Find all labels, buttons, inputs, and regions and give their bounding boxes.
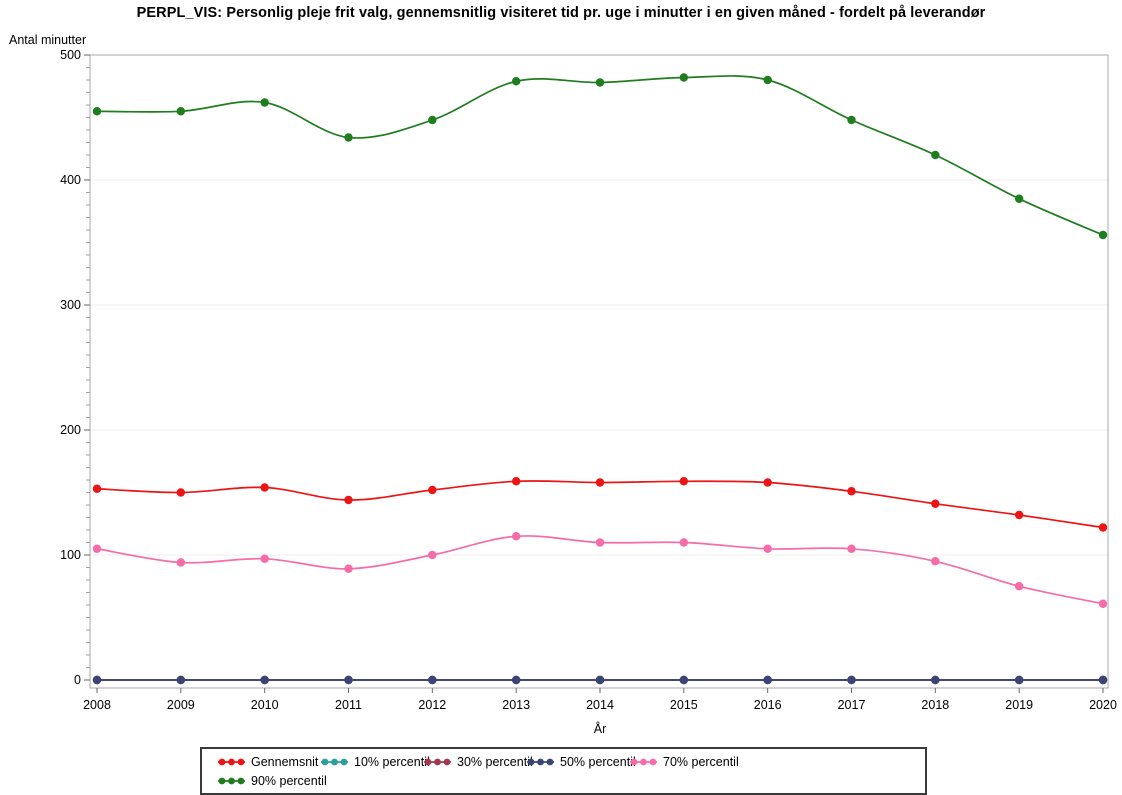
x-tick-label: 2008 xyxy=(83,698,111,712)
legend-label: 30% percentil xyxy=(457,754,533,769)
x-tick-label: 2009 xyxy=(167,698,195,712)
legend-line-marker-icon xyxy=(527,758,554,765)
data-point xyxy=(595,538,605,547)
legend-line-marker-icon xyxy=(321,758,348,765)
data-point xyxy=(679,73,689,82)
data-point xyxy=(847,544,856,553)
data-point xyxy=(511,532,521,541)
data-point xyxy=(931,150,940,160)
x-tick-label: 2016 xyxy=(754,698,782,712)
data-point xyxy=(1098,230,1108,240)
legend-item: 50% percentil xyxy=(527,755,636,769)
data-point xyxy=(763,675,772,685)
legend-label: 90% percentil xyxy=(251,773,327,788)
data-point xyxy=(176,558,186,567)
data-point xyxy=(847,115,856,125)
y-tick-label: 500 xyxy=(60,48,81,62)
x-tick-label: 2012 xyxy=(418,698,446,712)
x-tick-label: 2017 xyxy=(838,698,866,712)
data-point xyxy=(679,477,689,486)
data-point xyxy=(763,75,772,85)
data-point xyxy=(511,675,521,685)
data-point xyxy=(1014,675,1024,685)
data-point xyxy=(428,485,437,495)
data-point xyxy=(92,544,102,553)
y-tick-label: 200 xyxy=(60,423,81,437)
data-point xyxy=(344,495,353,505)
legend-item: 30% percentil xyxy=(424,755,533,769)
data-point xyxy=(176,488,186,497)
data-point xyxy=(595,675,605,685)
data-point xyxy=(260,98,269,107)
legend-line-marker-icon xyxy=(424,758,451,765)
data-point xyxy=(428,675,437,685)
data-point xyxy=(176,107,186,116)
data-point xyxy=(1014,582,1024,591)
data-point xyxy=(511,77,521,86)
y-axis-title: Antal minutter xyxy=(9,33,87,47)
x-tick-label: 2010 xyxy=(251,698,279,712)
data-point xyxy=(847,487,856,496)
data-point xyxy=(260,554,269,563)
data-point xyxy=(1014,194,1024,203)
legend-line-marker-icon xyxy=(630,758,657,765)
legend-item: 10% percentil xyxy=(321,755,430,769)
data-point xyxy=(344,675,353,685)
legend-line-marker-icon xyxy=(218,777,245,784)
plot-frame xyxy=(89,54,1109,689)
y-tick-label: 100 xyxy=(60,548,81,562)
x-tick-label: 2020 xyxy=(1089,698,1117,712)
data-point xyxy=(344,133,353,142)
data-point xyxy=(428,115,437,125)
line-chart-plot-area: 0 100 200 300 400 500 2008 2009 2010 2011 2012 2013… xyxy=(60,48,1117,712)
x-tick-label: 2013 xyxy=(502,698,530,712)
x-tick-label: 2011 xyxy=(335,698,362,712)
y-tick-label: 400 xyxy=(60,173,81,187)
legend-row: 90% percentil xyxy=(218,771,919,790)
x-tick-label: 2019 xyxy=(1005,698,1033,712)
data-point xyxy=(847,675,856,685)
legend-label: Gennemsnit xyxy=(251,754,319,769)
data-point xyxy=(763,544,772,553)
data-point xyxy=(428,550,437,560)
legend-line-marker-icon xyxy=(218,758,245,765)
data-point xyxy=(511,477,521,486)
data-point xyxy=(679,538,689,547)
data-point xyxy=(931,499,940,508)
data-point xyxy=(1098,675,1108,685)
series-line-6 xyxy=(96,75,1104,236)
data-point xyxy=(1098,599,1108,608)
data-point xyxy=(1014,510,1024,520)
y-tick-label: 300 xyxy=(60,298,81,312)
legend-item: Gennemsnit xyxy=(218,755,321,769)
data-point xyxy=(931,557,940,566)
legend: Gennemsnit 10% percentil 30% percentil 50% … xyxy=(200,747,927,795)
x-tick-label: 2015 xyxy=(670,698,698,712)
data-point xyxy=(763,478,772,487)
data-point xyxy=(1098,523,1108,532)
legend-item: 90% percentil xyxy=(218,774,327,788)
legend-row: Gennemsnit 10% percentil 30% percentil 50% … xyxy=(218,752,919,771)
x-tick-label: 2018 xyxy=(921,698,949,712)
x-tick-label: 2014 xyxy=(586,698,614,712)
data-point xyxy=(92,675,102,685)
data-point xyxy=(344,564,353,573)
data-point xyxy=(176,675,186,685)
chart-title: PERPL_VIS: Personlig pleje frit valg, ge… xyxy=(136,5,986,21)
legend-label: 10% percentil xyxy=(354,754,430,769)
data-point xyxy=(92,107,102,116)
y-tick-label: 0 xyxy=(74,673,81,687)
legend-item: 70% percentil xyxy=(630,755,739,769)
data-point xyxy=(931,675,940,685)
x-axis-title: År xyxy=(593,722,607,736)
legend-label: 70% percentil xyxy=(663,754,739,769)
data-point xyxy=(679,675,689,685)
series-line-1 xyxy=(96,480,1104,529)
data-point xyxy=(595,478,605,487)
data-point xyxy=(260,675,269,685)
data-point xyxy=(595,78,605,87)
data-point xyxy=(260,483,269,492)
data-point xyxy=(92,484,102,493)
legend-label: 50% percentil xyxy=(560,754,636,769)
